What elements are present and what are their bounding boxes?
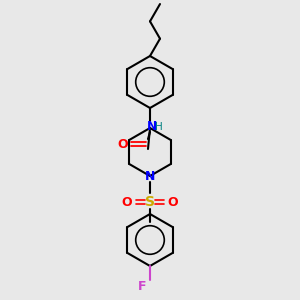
Text: N: N: [147, 119, 157, 133]
Text: F: F: [138, 280, 146, 293]
Text: H: H: [155, 122, 163, 132]
Text: S: S: [145, 195, 155, 209]
Text: O: O: [168, 196, 178, 208]
Text: O: O: [118, 137, 128, 151]
Text: O: O: [122, 196, 132, 208]
Text: N: N: [145, 169, 155, 182]
